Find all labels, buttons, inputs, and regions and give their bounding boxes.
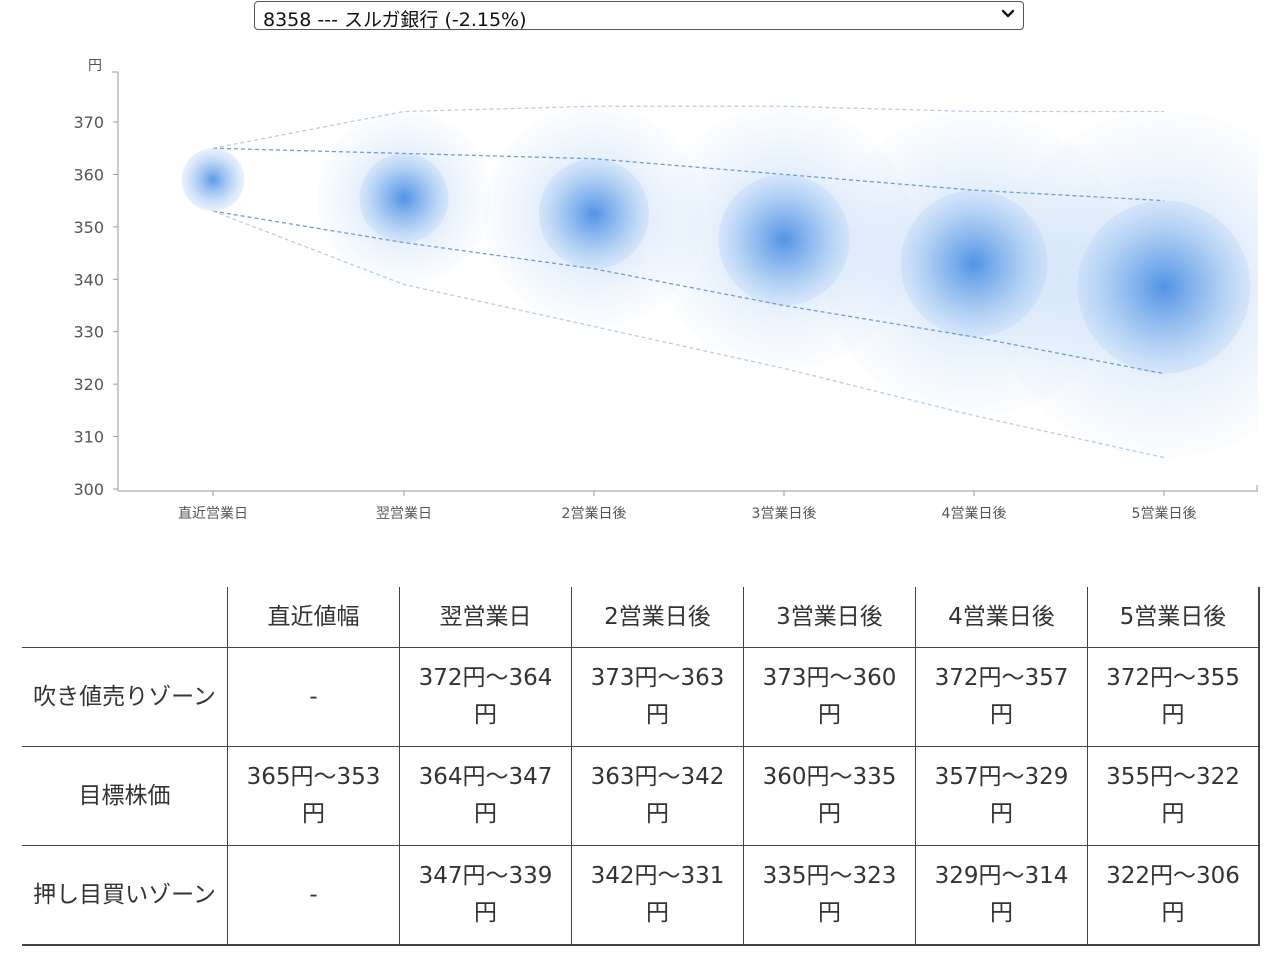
table-cell: 364円〜347円: [399, 746, 572, 846]
x-tick-label: 4営業日後: [942, 506, 1007, 522]
target-range-bubble: [538, 158, 650, 269]
y-tick-label: 370: [73, 113, 104, 132]
target-range-bubble: [181, 148, 245, 212]
table-header-row: 直近値幅 翌営業日 2営業日後 3営業日後 4営業日後 5営業日後: [22, 587, 1260, 648]
row-label: 押し目買いゾーン: [22, 845, 228, 946]
table-cell: 355円〜322円: [1087, 746, 1260, 846]
table-cell: 373円〜363円: [571, 647, 744, 747]
y-tick-label: 320: [73, 375, 104, 394]
target-range-bubble: [1077, 200, 1251, 374]
y-tick-label: 360: [73, 165, 104, 184]
header-cell: 直近値幅: [227, 587, 400, 648]
table-cell: -: [227, 647, 400, 747]
x-tick-label: 5営業日後: [1132, 506, 1197, 522]
target-range-bubble: [900, 190, 1048, 337]
table-cell: 347円〜339円: [399, 845, 572, 946]
y-unit-label: 円: [88, 58, 102, 74]
table-row: 押し目買いゾーン - 347円〜339円 342円〜331円 335円〜323円…: [22, 845, 1260, 946]
table-corner-cell: [22, 587, 228, 648]
target-range-bubble: [359, 153, 449, 243]
x-tick-label: 直近営業日: [178, 505, 248, 522]
header-cell: 3営業日後: [743, 587, 916, 648]
y-tick-label: 330: [73, 323, 104, 342]
table-row: 吹き値売りゾーン - 372円〜364円 373円〜363円 373円〜360円…: [22, 647, 1260, 747]
table-row: 目標株価 365円〜353円 364円〜347円 363円〜342円 360円〜…: [22, 746, 1260, 846]
table-cell: 322円〜306円: [1087, 845, 1260, 946]
header-cell: 翌営業日: [399, 587, 572, 648]
range-upper-line: [212, 105, 1164, 149]
row-label: 目標株価: [22, 746, 228, 846]
table-cell: 365円〜353円: [227, 746, 400, 846]
table-cell: 357円〜329円: [915, 746, 1088, 846]
table-cell: 342円〜331円: [571, 845, 744, 946]
y-tick-label: 350: [73, 218, 104, 237]
x-tick-label: 2営業日後: [562, 506, 627, 522]
y-tick-label: 310: [73, 428, 104, 447]
forecast-bubble-chart: 円 300 310 320 330 340 350 360 370 直近営業日 翌営業日 2営業日後 3…: [73, 58, 1258, 522]
header-cell: 5営業日後: [1087, 587, 1260, 648]
header-cell: 2営業日後: [571, 587, 744, 648]
x-tick-label: 翌営業日: [376, 506, 432, 522]
target-upper-line: [212, 147, 1165, 202]
stock-selector[interactable]: 8358 --- スルガ銀行 (-2.15%): [254, 1, 1024, 31]
table-cell: 363円〜342円: [571, 746, 744, 846]
target-lower-line: [212, 210, 1165, 375]
target-range-bubble: [718, 174, 850, 306]
table-cell: 329円〜314円: [915, 845, 1088, 946]
forecast-table: 直近値幅 翌営業日 2営業日後 3営業日後 4営業日後 5営業日後 吹き値売りゾ…: [22, 587, 1260, 946]
header-cell: 4営業日後: [915, 587, 1088, 648]
y-tick-label: 300: [73, 480, 104, 499]
table-cell: 372円〜357円: [915, 647, 1088, 747]
stock-selector-value: 8358 --- スルガ銀行 (-2.15%): [263, 9, 527, 31]
table-cell: 373円〜360円: [743, 647, 916, 747]
table-cell: -: [227, 845, 400, 946]
y-tick-label: 340: [73, 270, 104, 289]
table-cell: 372円〜364円: [399, 647, 572, 747]
row-label: 吹き値売りゾーン: [22, 647, 228, 747]
table-cell: 360円〜335円: [743, 746, 916, 846]
range-lower-line: [212, 210, 1165, 459]
table-cell: 372円〜355円: [1087, 647, 1260, 747]
table-cell: 335円〜323円: [743, 845, 916, 946]
chevron-down-icon: [1001, 9, 1015, 18]
x-tick-label: 3営業日後: [752, 506, 817, 522]
